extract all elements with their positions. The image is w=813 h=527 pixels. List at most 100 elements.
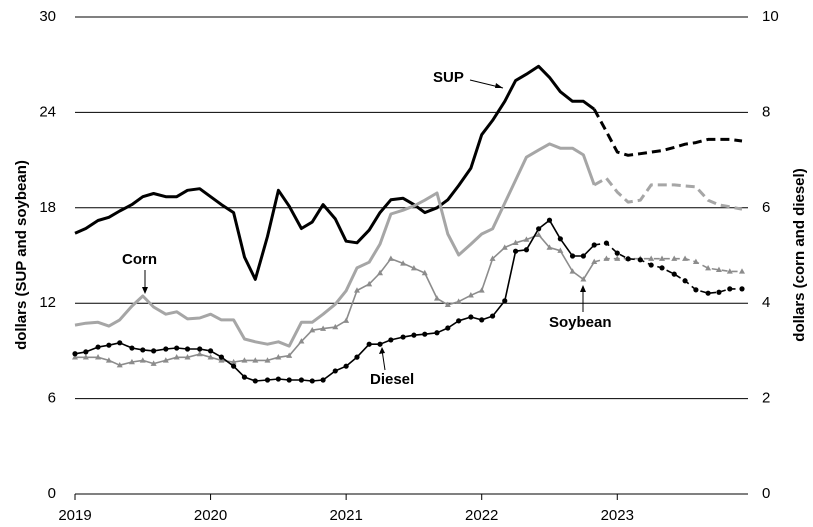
x-tick-label: 2023 [601, 507, 634, 524]
point [726, 268, 733, 274]
point [502, 298, 508, 304]
point [343, 317, 350, 323]
point [648, 262, 654, 268]
y2-tick-label: 4 [762, 294, 770, 311]
plot [72, 64, 745, 384]
point [705, 265, 712, 271]
series-line [593, 257, 742, 273]
point [512, 239, 519, 245]
point [95, 354, 102, 360]
point [569, 253, 576, 259]
point [400, 334, 406, 340]
point [252, 378, 258, 384]
point [410, 265, 417, 271]
point [479, 317, 485, 323]
x-tick-label: 2019 [58, 507, 91, 524]
point [659, 265, 665, 271]
point [332, 323, 339, 330]
point [682, 278, 688, 284]
point [444, 301, 451, 307]
y2-tick-label: 10 [762, 8, 779, 25]
point [467, 292, 474, 298]
y-tick-label: 6 [48, 390, 56, 407]
point [353, 287, 360, 293]
point [377, 341, 383, 347]
point [715, 266, 722, 273]
series-line [592, 108, 743, 157]
point [264, 377, 271, 383]
point [343, 363, 349, 369]
point [400, 260, 407, 266]
point [557, 247, 564, 253]
point [197, 346, 203, 352]
point [332, 368, 338, 374]
point [298, 377, 305, 383]
point [207, 354, 214, 360]
point [739, 268, 745, 274]
point [489, 313, 496, 319]
point [535, 231, 542, 238]
point [692, 258, 699, 265]
point [129, 345, 135, 351]
series-line [74, 64, 596, 281]
annotation: Soybean [549, 314, 612, 331]
y-tick-label: 0 [48, 485, 56, 502]
point [377, 269, 384, 276]
y2-tick-label: 2 [762, 390, 770, 407]
point [557, 236, 563, 242]
point [434, 330, 440, 336]
point [298, 338, 305, 344]
x-tick-label: 2021 [329, 507, 362, 524]
point [388, 337, 394, 343]
point [139, 357, 146, 363]
point [421, 269, 428, 276]
point [580, 276, 587, 282]
point [163, 346, 169, 352]
series-line [74, 142, 596, 348]
point [105, 357, 112, 363]
point [275, 354, 282, 360]
y2-tick-label: 0 [762, 485, 770, 502]
point [241, 374, 248, 380]
y2-axis-label: dollars (corn and diesel) [791, 168, 808, 341]
point [591, 242, 597, 248]
point [614, 255, 621, 261]
y-tick-label: 24 [39, 103, 56, 120]
point [739, 286, 745, 292]
point [366, 280, 373, 287]
point [320, 325, 327, 331]
annotation-arrowhead [379, 347, 385, 354]
point [309, 378, 315, 384]
point [150, 360, 157, 366]
point [72, 354, 78, 360]
point [536, 226, 542, 232]
y2-tick-label: 6 [762, 199, 770, 216]
annotation-arrowhead [495, 83, 503, 88]
point [366, 341, 372, 347]
point [230, 358, 237, 365]
point [116, 362, 123, 368]
point [151, 348, 157, 354]
point [501, 244, 508, 250]
point [218, 354, 225, 360]
x-tick-label: 2022 [465, 507, 498, 524]
point [489, 255, 496, 261]
point [625, 256, 631, 262]
point [252, 357, 259, 363]
point [671, 271, 677, 277]
point [83, 349, 89, 355]
point [207, 348, 214, 354]
point [241, 357, 248, 363]
point [693, 287, 699, 293]
point [659, 255, 666, 261]
y-tick-label: 30 [39, 8, 56, 25]
point [637, 257, 643, 263]
point [95, 344, 101, 350]
series-line [594, 242, 742, 294]
point [512, 248, 519, 254]
point [106, 342, 112, 348]
point [196, 350, 203, 357]
annotation: Diesel [370, 371, 414, 388]
